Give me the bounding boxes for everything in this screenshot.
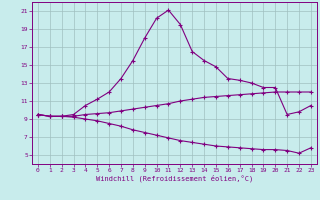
X-axis label: Windchill (Refroidissement éolien,°C): Windchill (Refroidissement éolien,°C) [96,175,253,182]
